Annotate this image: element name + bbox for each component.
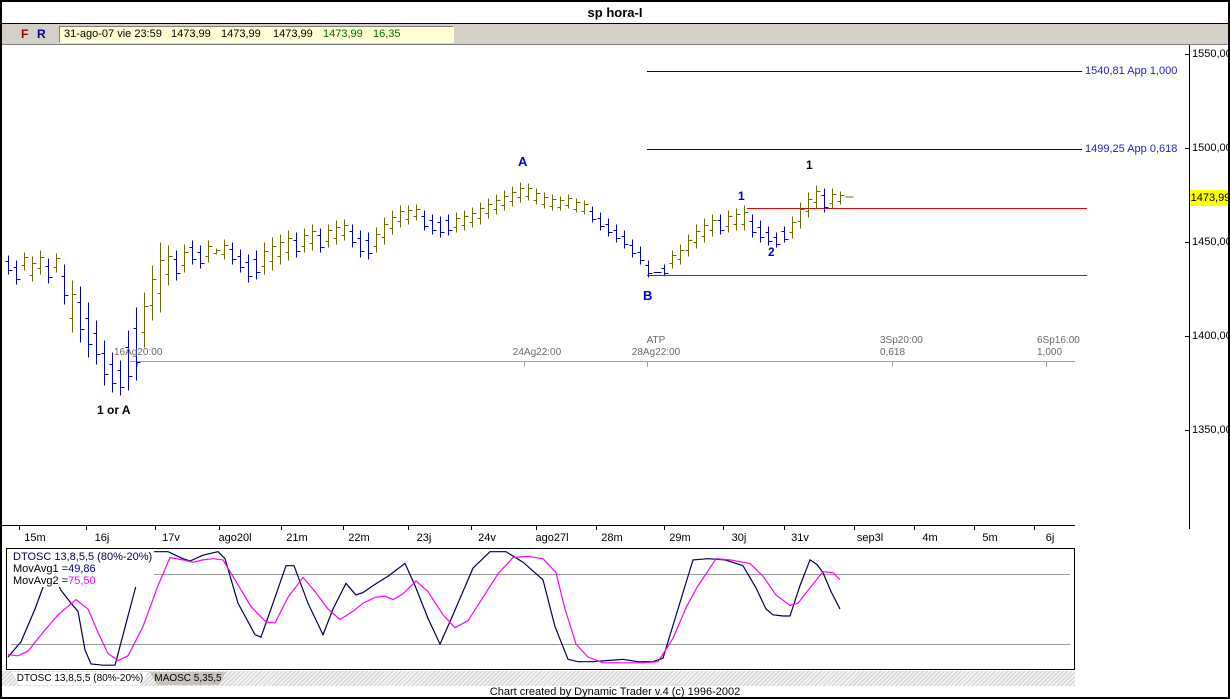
footer-credit: Chart created by Dynamic Trader v.4 (c) … [2,686,1228,697]
time-axis-tick [471,525,472,530]
wave-label: A [518,154,528,169]
quote-range: 16,35 [373,28,401,40]
time-axis-line [2,525,1075,526]
oscillator-line-movavg2 [7,555,841,664]
movavg1-value: 49,86 [68,563,96,575]
time-axis-tick [914,525,915,530]
quote-datetime: 31-ago-07 vie 23:59 [64,28,162,40]
time-axis-tick [854,525,855,530]
time-axis-label: 21m [286,532,308,544]
atp-date-label: ATP 28Ag22:00 [631,335,681,358]
toolbar: F R 31-ago-07 vie 23:59 1473,99 1473,99 … [2,24,1228,45]
atp-date-label: 16Ag20:00 [114,347,163,358]
y-axis-tick-label: 1400,00 [1192,329,1230,342]
y-axis-tick-label: 1450,00 [1192,235,1230,248]
time-axis-tick [155,525,156,530]
y-axis-tick-label: 1550,00 [1192,47,1230,60]
tab-strip: DTOSC 13,8,5,5 (80%-20%) MAOSC 5,35,5 [2,671,1075,686]
time-axis-label: ago20l [218,532,252,544]
quote-readout: 31-ago-07 vie 23:59 1473,99 1473,99 1473… [59,26,454,43]
time-axis-label: 6j [1045,532,1055,544]
time-axis-label: 15m [24,532,46,544]
time-axis-label: ago27l [535,532,569,544]
quote-open: 1473,99 [171,28,211,40]
time-axis-label: 24v [478,532,496,544]
y-axis-tick-label: 1350,00 [1192,423,1230,436]
time-axis-tick [86,525,87,530]
wave-label: 1 or A [97,403,131,417]
time-axis-tick [664,525,665,530]
atp-date-label: 6Sp16:00 1,000 [1037,335,1080,358]
time-axis-label: 31v [791,532,809,544]
time-axis-label: sep3l [856,532,884,544]
time-axis-tick [343,525,344,530]
time-axis-tick [596,525,597,530]
tab-maosc[interactable]: MAOSC 5,35,5 [150,672,226,685]
time-axis-tick [19,525,20,530]
time-axis-label: 23j [416,532,432,544]
title-bar: sp hora-I [2,2,1228,24]
movavg2-label: MovAvg2 = [13,575,69,587]
time-axis-tick [281,525,282,530]
time-axis-label: 4m [922,532,938,544]
time-axis-label: 29m [669,532,691,544]
time-axis-label: 22m [348,532,370,544]
wave-label: 1 [806,158,813,172]
chart-title: sp hora-I [587,5,643,20]
movavg2-value: 75,50 [68,575,96,587]
time-axis-tick [723,525,724,530]
atp-date-label: 3Sp20:00 0,618 [880,335,923,358]
quote-high: 1473,99 [221,28,261,40]
oscillator-legend: DTOSC 13,8,5,5 (80%-20%) MovAvg1 =49,86 … [11,551,155,587]
quote-low: 1473,99 [273,28,313,40]
fib-level-label: 1540,81 App 1,000 [1085,64,1178,77]
time-axis-tick [974,525,975,530]
time-axis-label: 30j [731,532,747,544]
time-axis-tick [1034,525,1035,530]
time-axis-label: 17v [162,532,180,544]
atp-date-label: 24Ag22:00 [512,347,562,358]
r-button[interactable]: R [37,27,46,41]
wave-label: 2 [768,245,775,259]
time-axis-label: 5m [982,532,998,544]
oscillator-title: DTOSC 13,8,5,5 (80%-20%) [13,551,153,563]
oscillator-canvas [7,551,1070,666]
time-axis-tick [219,525,220,530]
time-axis-tick [784,525,785,530]
movavg1-label: MovAvg1 = [13,563,69,575]
last-price-tag: 1473,99 [1190,190,1230,206]
time-axis-label: 28m [601,532,623,544]
quote-close: 1473,99 [323,28,363,40]
wave-label: 1 [738,189,745,203]
time-axis-tick [408,525,409,530]
y-axis-tick-label: 1500,00 [1192,141,1230,154]
oscillator-panel: DTOSC 13,8,5,5 (80%-20%) MovAvg1 =49,86 … [6,548,1075,670]
tab-dtosc[interactable]: DTOSC 13,8,5,5 (80%-20%) [12,672,148,685]
time-axis-label: 16j [94,532,110,544]
time-axis-tick [536,525,537,530]
fib-level-label: 1499,25 App 0,618 [1085,142,1178,155]
f-button[interactable]: F [21,27,29,41]
wave-label: B [643,288,653,303]
